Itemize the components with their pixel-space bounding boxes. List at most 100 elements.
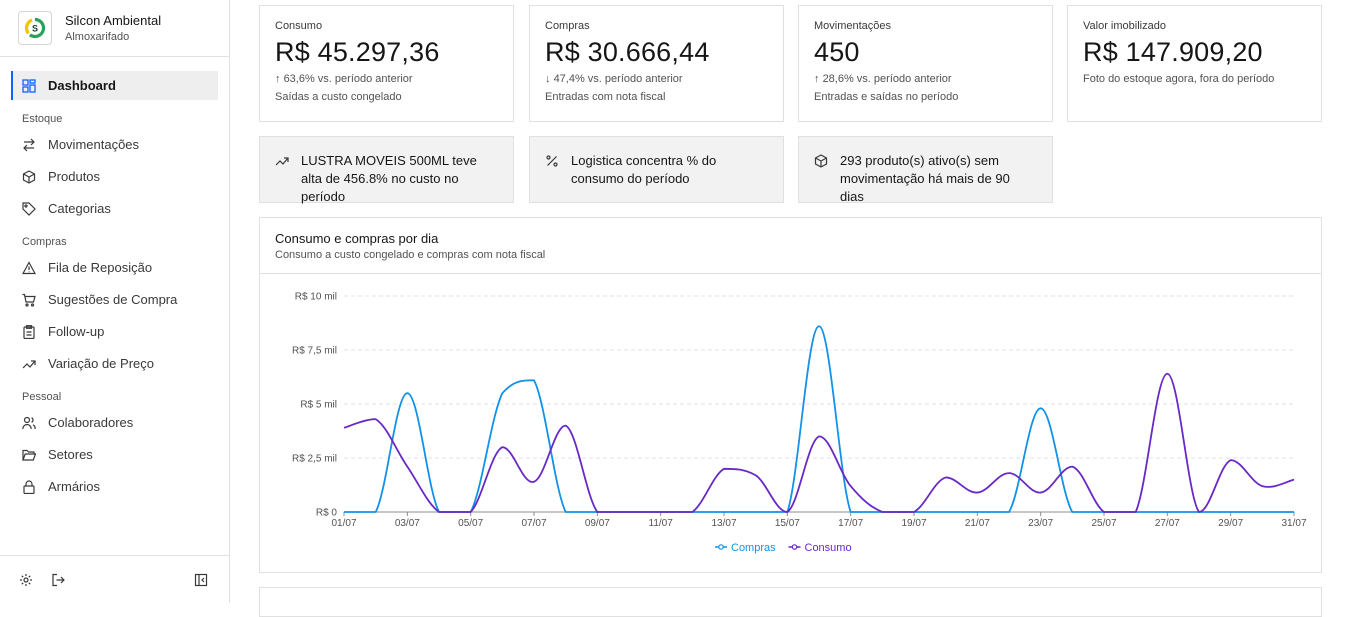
x-tick-label: 15/07: [775, 518, 800, 529]
brand-logo-letter: S: [32, 24, 38, 34]
sidebar-item-colaboradores[interactable]: Colaboradores: [11, 408, 218, 437]
gear-icon[interactable]: [18, 572, 34, 588]
sidebar-item-label: Categorias: [48, 201, 111, 216]
sidebar-item-sugestoes-compra[interactable]: Sugestões de Compra: [11, 285, 218, 314]
sidebar-item-label: Variação de Preço: [48, 356, 154, 371]
kpi-value: R$ 45.297,36: [275, 37, 440, 67]
x-tick-label: 19/07: [901, 518, 926, 529]
sidebar-item-label: Fila de Reposição: [48, 260, 153, 275]
insight-text: LUSTRA MOVEIS 500ML teve alta de 456.8% …: [301, 153, 477, 204]
brand-subtitle: Almoxarifado: [65, 30, 130, 43]
sidebar-item-label: Setores: [48, 447, 93, 462]
x-tick-label: 31/07: [1281, 518, 1306, 529]
kpi-value: R$ 30.666,44: [545, 37, 710, 67]
x-tick-label: 29/07: [1218, 518, 1243, 529]
kpi-note: Entradas e saídas no período: [814, 91, 959, 103]
legend-label: Consumo: [805, 542, 852, 554]
kpi-label: Movimentações: [814, 20, 892, 32]
sidebar-item-label: Produtos: [48, 169, 101, 184]
chart-subtitle: Consumo a custo congelado e compras com …: [275, 249, 546, 261]
kpi-label: Consumo: [275, 20, 323, 32]
arrows-swap-icon: [22, 138, 36, 152]
lock-icon: [22, 479, 36, 494]
percent-icon: [545, 154, 559, 168]
sidebar-item-categorias[interactable]: Categorias: [11, 194, 218, 223]
series-line-consumo: [343, 372, 1295, 513]
kpi-note: Entradas com nota fiscal: [545, 91, 666, 103]
insight-text: 293 produto(s) ativo(s) sem movimentação…: [840, 153, 1010, 204]
x-tick-label: 17/07: [838, 518, 863, 529]
y-tick-label: R$ 7,5 mil: [292, 346, 337, 357]
arrow-up-icon: ↑: [814, 73, 820, 85]
insight-card-consumption-share[interactable]: Logistica concentra % do consumo do perí…: [529, 136, 784, 203]
insight-card-inactive-products[interactable]: 293 produto(s) ativo(s) sem movimentação…: [798, 136, 1053, 204]
sidebar: S Silcon Ambiental Almoxarifado Dashboar…: [0, 0, 230, 603]
kpi-label: Compras: [545, 20, 590, 32]
kpi-value: R$ 147.909,20: [1083, 37, 1263, 67]
x-tick-label: 13/07: [711, 518, 736, 529]
sidebar-item-follow-up[interactable]: Follow-up: [11, 317, 218, 346]
sidebar-item-movimentacoes[interactable]: Movimentações: [11, 130, 218, 159]
sidebar-item-setores[interactable]: Setores: [11, 440, 218, 469]
kpi-card-consumo: Consumo R$ 45.297,36 ↑ 63,6% vs. período…: [259, 5, 514, 122]
insight-card-price-increase[interactable]: LUSTRA MOVEIS 500ML teve alta de 456.8% …: [259, 136, 514, 204]
clipboard-icon: [22, 324, 36, 339]
arrow-up-icon: ↑: [275, 73, 281, 85]
x-tick-label: 09/07: [585, 518, 610, 529]
kpi-card-movimentacoes: Movimentações 450 ↑ 28,6% vs. período an…: [798, 5, 1053, 122]
brand-name: Silcon Ambiental: [65, 12, 162, 28]
sidebar-item-label: Sugestões de Compra: [48, 292, 178, 307]
bottom-card-left: [259, 587, 1322, 617]
logout-icon[interactable]: [50, 572, 66, 588]
x-tick-label: 07/07: [521, 518, 546, 529]
dashboard-icon: [22, 78, 36, 93]
chart-card: Consumo e compras por dia Consumo a cust…: [259, 217, 1322, 573]
folder-open-icon: [22, 448, 36, 462]
legend-label: Compras: [731, 542, 776, 554]
brand-logo: S: [18, 11, 52, 45]
kpi-note: Foto do estoque agora, fora do período: [1083, 73, 1275, 85]
kpi-label: Valor imobilizado: [1083, 20, 1166, 32]
sidebar-nav: Dashboard Estoque Movimentações Produtos…: [0, 57, 229, 501]
sidebar-item-variacao-preco[interactable]: Variação de Preço: [11, 349, 218, 378]
y-tick-label: R$ 2,5 mil: [292, 454, 337, 465]
kpi-delta: ↓ 47,4% vs. período anterior: [545, 73, 683, 85]
sidebar-item-fila-reposicao[interactable]: Fila de Reposição: [11, 253, 218, 282]
kpi-card-valor-imobilizado: Valor imobilizado R$ 147.909,20 Foto do …: [1067, 5, 1322, 122]
trend-up-icon: [275, 154, 289, 168]
kpi-note: Saídas a custo congelado: [275, 91, 402, 103]
sidebar-item-label: Follow-up: [48, 324, 105, 339]
package-icon: [22, 169, 36, 184]
tag-icon: [22, 201, 36, 216]
series-line-compras: [343, 325, 1294, 513]
sidebar-item-label: Colaboradores: [48, 415, 134, 430]
nav-section-compras: Compras: [22, 236, 67, 248]
kpi-delta: ↑ 28,6% vs. período anterior: [814, 73, 952, 85]
insight-text: Logistica concentra % do consumo do perí…: [571, 153, 717, 186]
nav-section-pessoal: Pessoal: [22, 391, 62, 403]
sidebar-footer: [0, 555, 229, 603]
x-tick-label: 23/07: [1028, 518, 1053, 529]
sidebar-item-dashboard[interactable]: Dashboard: [11, 71, 218, 100]
x-tick-label: 27/07: [1155, 518, 1180, 529]
x-tick-label: 05/07: [458, 518, 483, 529]
x-tick-label: 11/07: [649, 518, 674, 529]
x-tick-label: 25/07: [1091, 518, 1116, 529]
x-tick-label: 21/07: [965, 518, 990, 529]
sidebar-item-label: Armários: [48, 479, 101, 494]
sidebar-item-label: Movimentações: [48, 137, 140, 152]
cart-icon: [22, 293, 36, 307]
brand-header: S Silcon Ambiental Almoxarifado: [0, 0, 229, 57]
users-icon: [22, 416, 36, 430]
sidebar-item-armarios[interactable]: Armários: [11, 472, 218, 501]
chart-title: Consumo e compras por dia: [275, 231, 439, 246]
arrow-down-icon: ↓: [545, 73, 551, 85]
sidebar-item-label: Dashboard: [48, 78, 116, 93]
collapse-sidebar-icon[interactable]: [193, 572, 209, 588]
kpi-card-compras: Compras R$ 30.666,44 ↓ 47,4% vs. período…: [529, 5, 784, 122]
trend-up-icon: [22, 357, 36, 371]
sidebar-item-produtos[interactable]: Produtos: [11, 162, 218, 191]
y-tick-label: R$ 5 mil: [300, 400, 337, 411]
x-tick-label: 01/07: [331, 518, 356, 529]
y-tick-label: R$ 10 mil: [295, 292, 337, 303]
